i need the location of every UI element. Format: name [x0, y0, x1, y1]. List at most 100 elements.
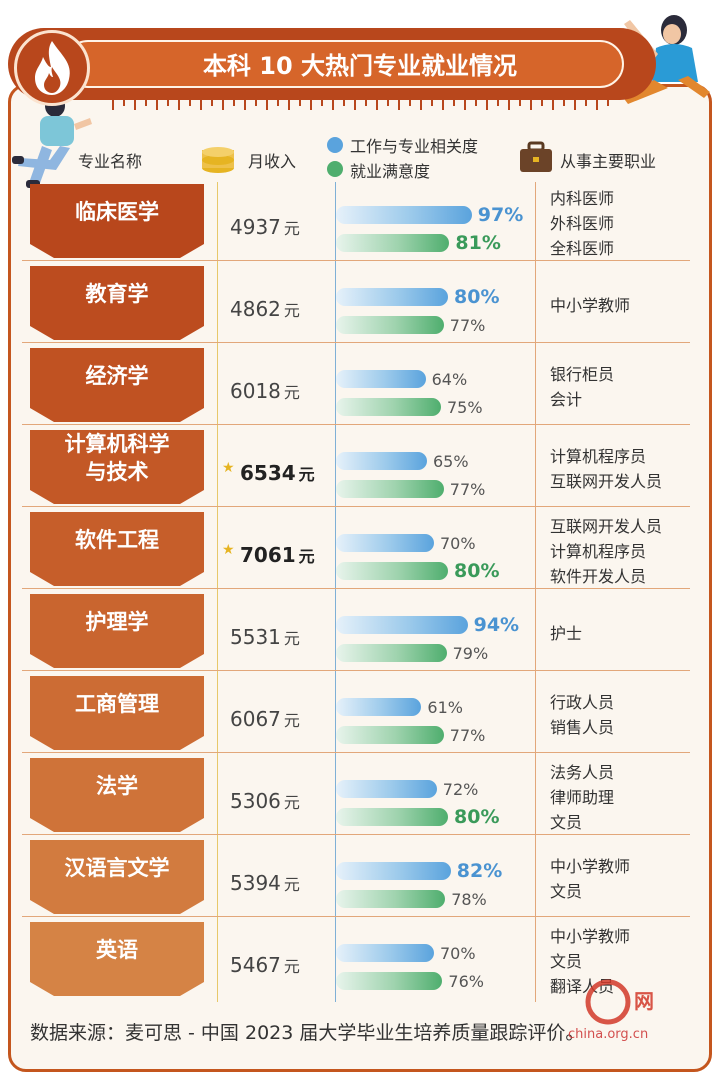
ruler-decoration: [112, 98, 609, 110]
row-separator: [22, 424, 690, 425]
major-label: 软件工程: [30, 512, 204, 568]
major-label: 汉语言文学: [30, 840, 204, 896]
source-note: 数据来源：麦可思 - 中国 2023 届大学毕业生培养质量跟踪评价。: [30, 1022, 585, 1044]
job-item: 互联网开发人员: [550, 472, 663, 491]
relevance-value: 70%: [440, 534, 476, 553]
ruler-tick: [464, 98, 466, 110]
job-item: 外科医师: [550, 213, 615, 233]
monthly-income: 5467 元: [230, 953, 330, 977]
major-label: 教育学: [30, 266, 204, 322]
satisfaction-value: 77%: [449, 316, 486, 335]
ruler-tick: [442, 98, 444, 110]
satisfaction-value: 80%: [454, 806, 500, 828]
job-item: 律师助理: [550, 787, 615, 807]
row-separator: [22, 588, 690, 589]
relevance-bar: [336, 780, 437, 798]
major-label-tail: [30, 814, 204, 832]
satisfaction-bar: [336, 972, 443, 990]
relevance-bar: [336, 370, 426, 388]
relevance-value: 97%: [477, 204, 524, 226]
ruler-tick: [332, 98, 334, 110]
row-separator: [22, 834, 690, 835]
relevance-bar: [336, 206, 472, 224]
major-label-tail: [30, 322, 204, 340]
relevance-value: 61%: [427, 698, 463, 717]
row-separator: [22, 260, 690, 261]
ruler-tick: [189, 98, 191, 106]
person-right-illustration: [622, 15, 710, 104]
row-separator: [22, 916, 690, 917]
ruler-tick: [277, 98, 279, 106]
legend-satisfaction-label: 就业满意度: [350, 162, 431, 181]
jobs-list: 银行柜员 会计: [550, 362, 614, 412]
page-title: 本科 10 大热门专业就业情况: [202, 52, 518, 80]
income-unit: 元: [283, 957, 300, 976]
ruler-tick: [123, 98, 125, 106]
ruler-tick: [475, 98, 477, 106]
major-label-tail: [30, 486, 204, 504]
jobs-list: 中小学教师: [550, 293, 630, 318]
income-value: 4937: [230, 215, 281, 239]
ruler-tick: [486, 98, 488, 110]
major-label-tail: [30, 404, 204, 422]
jobs-list: 中小学教师 文员 翻译人员: [550, 924, 630, 999]
ruler-tick: [409, 98, 411, 106]
row-separator: [22, 342, 690, 343]
relevance-value: 65%: [433, 452, 469, 471]
relevance-value: 82%: [456, 860, 503, 882]
major-label: 经济学: [30, 348, 204, 404]
ruler-tick: [453, 98, 455, 106]
ruler-tick: [211, 98, 213, 106]
monthly-income: 4862 元: [230, 297, 330, 321]
hot-star-icon: ★: [222, 460, 235, 476]
monthly-income: 5394 元: [230, 871, 330, 895]
satisfaction-bar: [336, 644, 447, 662]
job-item: 银行柜员: [550, 365, 615, 384]
monthly-income: 5531 元: [230, 625, 330, 649]
monthly-income: 7061 元: [240, 543, 340, 567]
satisfaction-value: 79%: [452, 644, 489, 663]
ruler-tick: [563, 98, 565, 106]
income-value: 5531: [230, 625, 281, 649]
major-label-tail: [30, 732, 204, 750]
relevance-bar: [336, 616, 468, 634]
satisfaction-bar: [336, 234, 450, 252]
column-divider-bars: [335, 182, 336, 1002]
relevance-value: 70%: [440, 944, 476, 963]
ruler-tick: [167, 98, 169, 106]
legend-markers: [327, 137, 343, 177]
ruler-tick: [398, 98, 400, 110]
hot-star-icon: ★: [222, 542, 235, 558]
coins-icon: [202, 147, 234, 173]
header-jobs: 从事主要职业: [560, 152, 657, 171]
monthly-income: 6534 元: [240, 461, 340, 485]
income-value: 6067: [230, 707, 281, 731]
major-label: 英语: [30, 922, 204, 978]
svg-text:网: 网: [634, 989, 654, 1013]
relevance-value: 72%: [442, 780, 479, 799]
satisfaction-bar: [336, 890, 446, 908]
jobs-list: 护士: [550, 621, 582, 646]
major-label-tail: [30, 978, 204, 996]
ruler-tick: [134, 98, 136, 110]
ruler-tick: [596, 98, 598, 110]
watermark-text: china.org.cn: [568, 1027, 648, 1042]
major-label-line: 与技术: [85, 460, 149, 484]
jobs-list: 法务人员 律师助理 文员: [550, 760, 614, 835]
relevance-value: 64%: [431, 370, 468, 389]
ruler-tick: [343, 98, 345, 106]
income-value: 7061: [240, 543, 296, 567]
jobs-list: 计算机程序员 互联网开发人员: [550, 444, 662, 494]
major-label: 计算机科学 与技术: [30, 430, 204, 486]
major-label: 护理学: [30, 594, 204, 650]
relevance-value: 94%: [473, 614, 520, 636]
income-value: 5467: [230, 953, 281, 977]
ruler-tick: [354, 98, 356, 110]
income-value: 5306: [230, 789, 281, 813]
jobs-list: 互联网开发人员 计算机程序员 软件开发人员: [550, 514, 662, 589]
ruler-tick: [607, 98, 609, 106]
job-item: 全科医师: [550, 238, 615, 258]
jobs-list: 中小学教师 文员: [550, 854, 630, 904]
job-item: 文员: [550, 951, 583, 971]
ruler-tick: [541, 98, 543, 106]
